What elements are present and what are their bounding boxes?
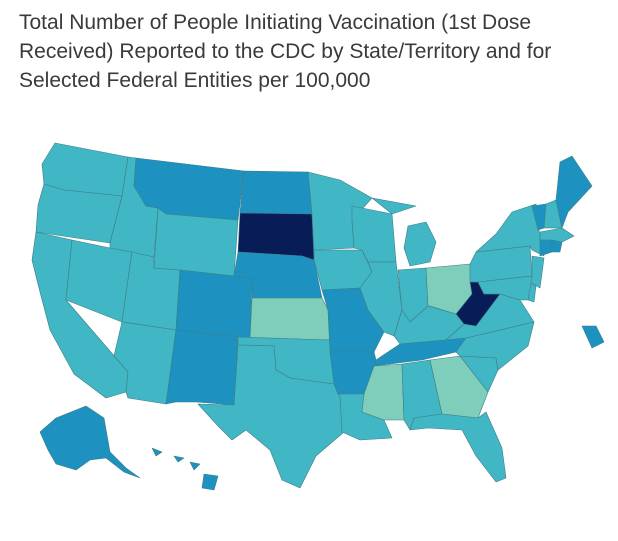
- state-NV[interactable]: [65, 239, 133, 323]
- state-ME[interactable]: [555, 155, 593, 229]
- state-GA[interactable]: [429, 355, 489, 419]
- title-line-3: Selected Federal Entities per 100,000: [19, 69, 371, 92]
- state-HI[interactable]: [151, 447, 219, 491]
- us-choropleth-map: [31, 142, 605, 491]
- state-TX[interactable]: [197, 344, 345, 489]
- title-line-1: Total Number of People Initiating Vaccin…: [19, 11, 532, 34]
- state-MA[interactable]: [539, 227, 575, 243]
- state-CO[interactable]: [175, 269, 253, 339]
- state-WI[interactable]: [351, 205, 397, 263]
- chart-title: Total Number of People Initiating Vaccin…: [19, 8, 609, 95]
- state-MD[interactable]: [477, 275, 533, 301]
- title-line-2: Received) Reported to the CDC by State/T…: [19, 40, 552, 63]
- state-FL[interactable]: [409, 411, 507, 483]
- state-MI[interactable]: [371, 197, 437, 267]
- state-PR[interactable]: [581, 325, 605, 349]
- state-ND[interactable]: [239, 170, 313, 215]
- state-CT[interactable]: [539, 239, 553, 257]
- state-RI[interactable]: [551, 239, 563, 253]
- state-NJ[interactable]: [529, 255, 545, 289]
- state-KS[interactable]: [249, 297, 331, 341]
- state-AK[interactable]: [39, 405, 141, 479]
- state-NM[interactable]: [165, 329, 239, 406]
- state-IL[interactable]: [359, 261, 403, 337]
